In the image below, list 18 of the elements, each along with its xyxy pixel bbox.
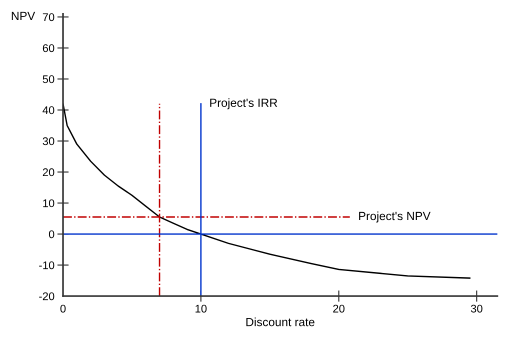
x-axis-title: Discount rate — [246, 318, 314, 326]
x-tick-label: 0 — [60, 304, 66, 313]
y-tick-label: -20 — [39, 292, 54, 300]
y-tick-label: 0 — [48, 230, 54, 238]
y-tick-label: 40 — [42, 106, 54, 114]
x-tick-label: 20 — [333, 304, 345, 313]
y-tick-label: 70 — [42, 13, 54, 22]
y-tick-label: 10 — [43, 199, 54, 208]
y-tick-label: 30 — [42, 137, 54, 146]
y-tick-label: 50 — [42, 75, 54, 84]
y-tick-label: 60 — [42, 44, 54, 52]
y-tick-label: 20 — [42, 168, 54, 176]
y-axis-title: NPV — [12, 12, 36, 20]
x-tick-label: 10 — [196, 304, 207, 313]
y-tick-label: -10 — [39, 261, 54, 270]
annotation: Project's IRR — [210, 98, 278, 110]
x-tick-label: 30 — [470, 304, 482, 313]
annotation: Project's NPV — [359, 212, 431, 223]
